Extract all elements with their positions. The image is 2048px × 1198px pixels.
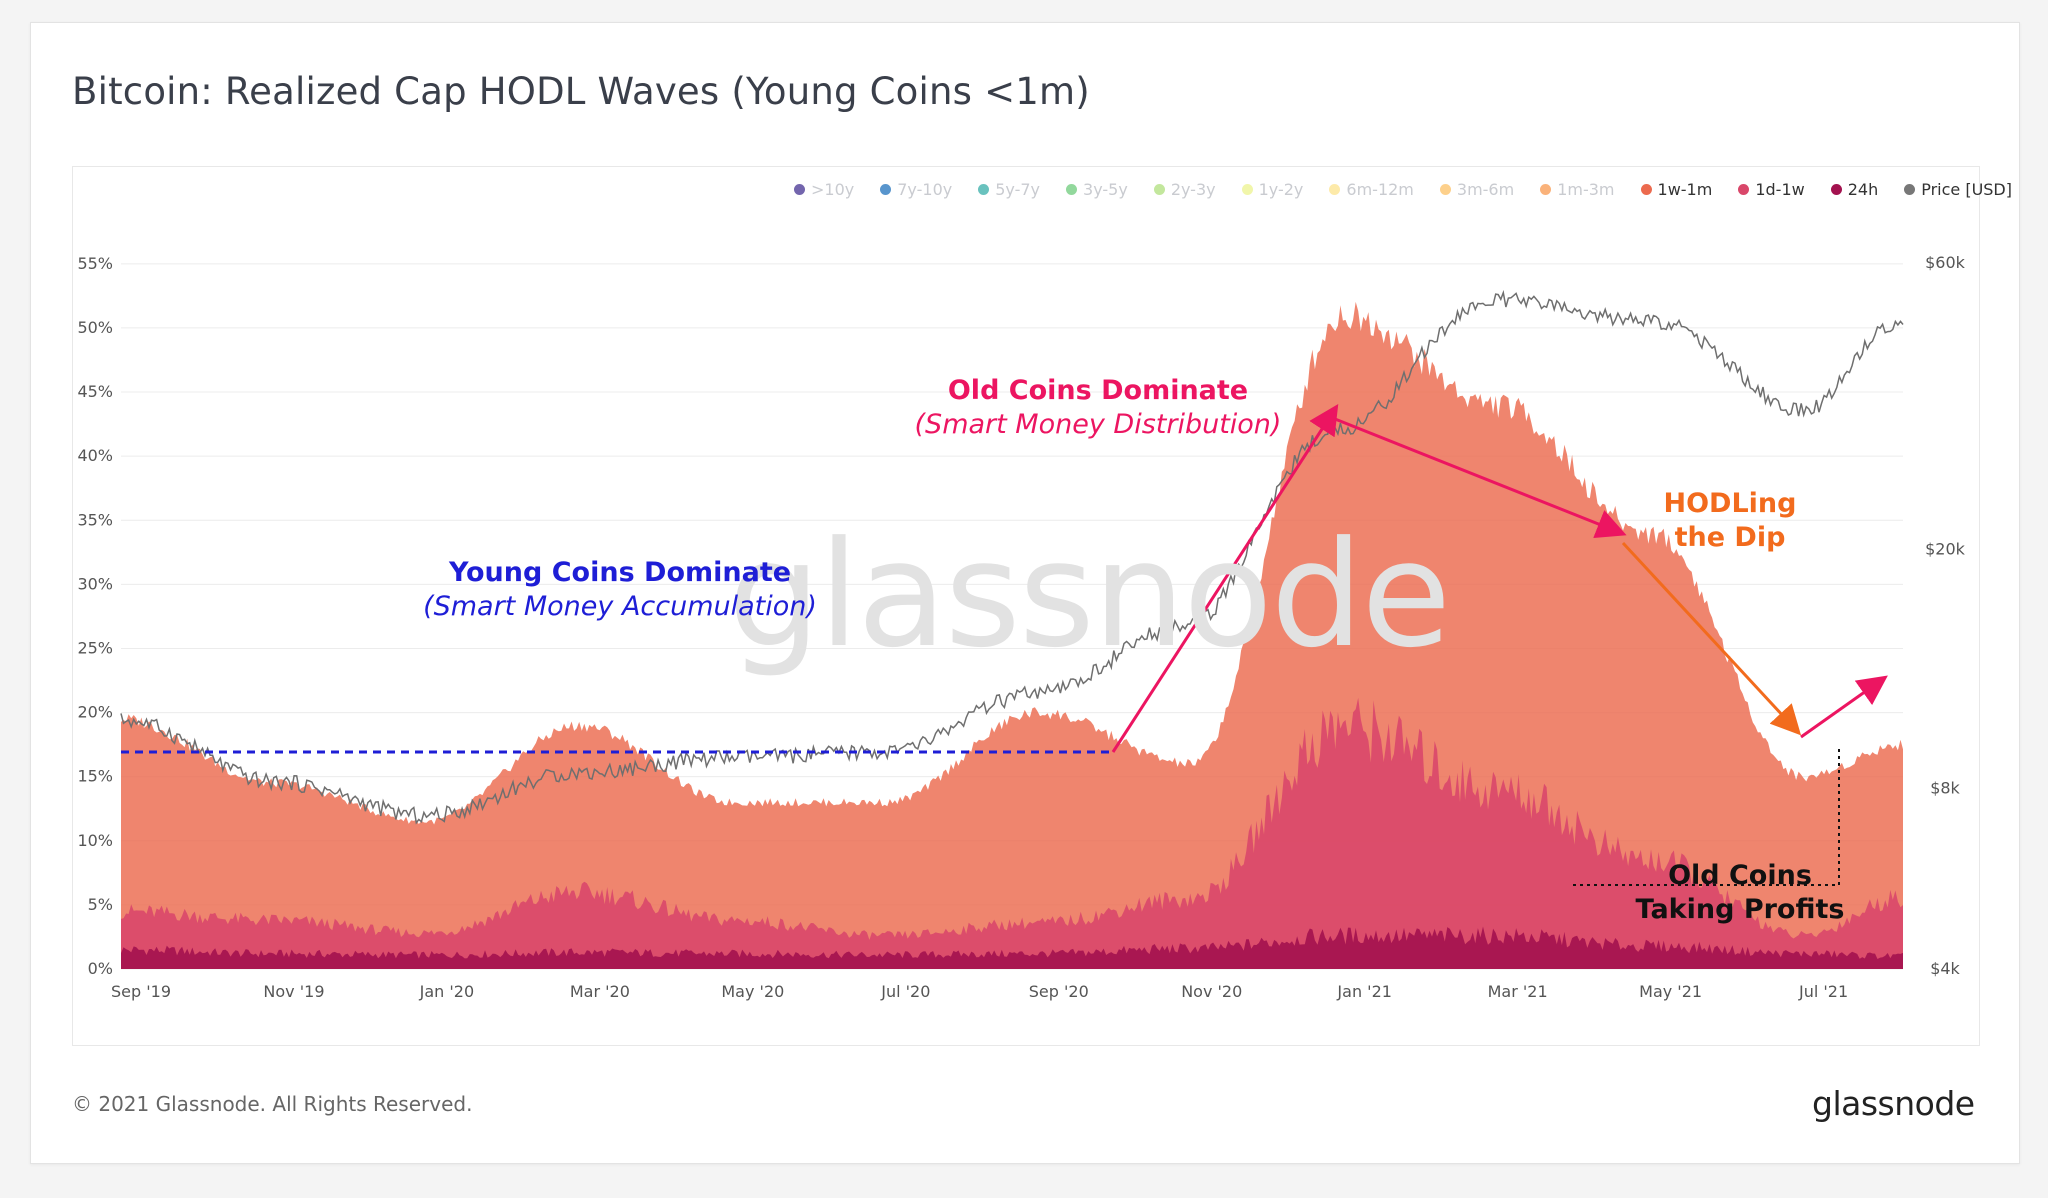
annotation-old-title: Old Coins Dominate bbox=[947, 375, 1249, 406]
legend-label: 6m-12m bbox=[1346, 180, 1414, 199]
page-title: Bitcoin: Realized Cap HODL Waves (Young … bbox=[72, 70, 1090, 113]
y-right-tick-label: $60k bbox=[1925, 253, 1966, 272]
y-right-tick-label: $4k bbox=[1930, 959, 1960, 978]
legend-item--10y[interactable]: >10y bbox=[794, 180, 854, 199]
price-line bbox=[120, 289, 1904, 825]
watermark: glassnode bbox=[728, 510, 1451, 680]
legend-item-1y-2y[interactable]: 1y-2y bbox=[1241, 180, 1304, 199]
y-tick-label: 30% bbox=[77, 574, 113, 593]
arrow-distribution bbox=[1334, 417, 1627, 539]
legend-item-7y-10y[interactable]: 7y-10y bbox=[880, 180, 952, 199]
x-tick-label: Jul '20 bbox=[880, 982, 930, 1001]
annotation-hodling: HODLing the Dip bbox=[1630, 487, 1830, 555]
arrow-up-to-peak bbox=[1111, 403, 1339, 753]
y-tick-label: 45% bbox=[77, 382, 113, 401]
legend-dot bbox=[880, 184, 892, 195]
x-tick-label: Mar '20 bbox=[570, 982, 630, 1001]
legend-label: 1m-3m bbox=[1557, 180, 1615, 199]
legend-label: 24h bbox=[1847, 180, 1879, 199]
plot-area: 0% 5% 10% 15% 20% 25% 30% 35% 40% 45% 50% 55% $4k $8k… bbox=[72, 166, 1980, 1046]
x-tick-label: Nov '20 bbox=[1181, 982, 1242, 1001]
y-tick-label: 25% bbox=[77, 638, 113, 657]
legend-dot bbox=[1830, 184, 1842, 195]
x-tick-label: Sep '19 bbox=[111, 982, 171, 1001]
legend-item-5y-7y[interactable]: 5y-7y bbox=[978, 180, 1040, 199]
x-tick-label: Mar '21 bbox=[1488, 982, 1548, 1001]
annotation-hodling-line2: the Dip bbox=[1674, 522, 1786, 553]
legend-item-1d-1w[interactable]: 1d-1w bbox=[1738, 180, 1805, 199]
legend-dot bbox=[1241, 184, 1253, 195]
annotation-young-coins: Young Coins Dominate (Smart Money Accumu… bbox=[420, 556, 820, 624]
x-tick-label: Jan '21 bbox=[1336, 982, 1392, 1001]
legend-dot bbox=[978, 184, 990, 195]
annotation-young-title: Young Coins Dominate bbox=[448, 557, 792, 588]
legend-dot bbox=[1540, 184, 1552, 195]
y-tick-label: 20% bbox=[77, 703, 113, 722]
legend-item-2y-3y[interactable]: 2y-3y bbox=[1153, 180, 1216, 199]
legend-dot bbox=[1329, 184, 1341, 195]
legend-dot bbox=[1066, 184, 1078, 195]
legend-item-3y-5y[interactable]: 3y-5y bbox=[1066, 180, 1128, 199]
annotation-old-coins: Old Coins Dominate (Smart Money Distribu… bbox=[898, 374, 1298, 442]
legend-dot bbox=[1439, 184, 1451, 195]
x-tick-label: May '21 bbox=[1639, 982, 1702, 1001]
y-right-tick-label: $20k bbox=[1925, 539, 1966, 558]
annotation-young-subtitle: (Smart Money Accumulation) bbox=[423, 591, 817, 622]
annotation-profits-line2: Taking Profits bbox=[1635, 894, 1845, 925]
glassnode-logo: glassnode bbox=[1812, 1084, 1975, 1123]
legend-label: 7y-10y bbox=[897, 180, 953, 199]
legend-dot bbox=[1153, 184, 1165, 195]
arrow-rebound bbox=[1800, 675, 1888, 739]
legend-label: 5y-7y bbox=[995, 180, 1041, 199]
annotation-profits: Old Coins Taking Profits bbox=[1630, 859, 1850, 927]
legend-label: 3m-6m bbox=[1456, 180, 1515, 199]
x-tick-label: Jul '21 bbox=[1798, 982, 1848, 1001]
y-tick-label: 15% bbox=[77, 767, 113, 786]
annotation-old-subtitle: (Smart Money Distribution) bbox=[914, 409, 1282, 440]
x-tick-label: May '20 bbox=[721, 982, 784, 1001]
annotation-profits-line1: Old Coins bbox=[1668, 860, 1812, 891]
y-tick-label: 50% bbox=[77, 318, 113, 337]
y-tick-label: 10% bbox=[77, 831, 113, 850]
legend-dot bbox=[1904, 184, 1916, 195]
arrow-hodling-dip bbox=[1621, 541, 1802, 736]
legend-dot bbox=[794, 184, 806, 195]
legend-label: >10y bbox=[811, 180, 855, 199]
area-series-1d-1w bbox=[121, 697, 1903, 969]
legend: >10y 7y-10y 5y-7y 3y-5y 2y-3y 1y-2y 6m-12m 3m-6… bbox=[794, 180, 2012, 199]
y-tick-label: 40% bbox=[77, 446, 113, 465]
legend-item-1m-3m[interactable]: 1m-3m bbox=[1540, 180, 1615, 199]
x-tick-label: Nov '19 bbox=[263, 982, 324, 1001]
legend-label: 1y-2y bbox=[1258, 180, 1304, 199]
legend-item-1w-1m[interactable]: 1w-1m bbox=[1640, 180, 1713, 199]
profit-bracket bbox=[1573, 745, 1840, 886]
y-right-tick-label: $8k bbox=[1930, 778, 1960, 797]
legend-item-price-usd-[interactable]: Price [USD] bbox=[1904, 180, 2012, 199]
legend-item-3m-6m[interactable]: 3m-6m bbox=[1439, 180, 1515, 199]
legend-label: 2y-3y bbox=[1170, 180, 1216, 199]
y-tick-label: 0% bbox=[88, 959, 113, 978]
legend-label: 1w-1m bbox=[1657, 180, 1713, 199]
legend-item-6m-12m[interactable]: 6m-12m bbox=[1329, 180, 1414, 199]
area-series-24h bbox=[121, 926, 1903, 969]
y-tick-label: 5% bbox=[88, 895, 113, 914]
legend-dot bbox=[1738, 184, 1750, 195]
y-tick-label: 55% bbox=[77, 254, 113, 273]
hodl-waves-chart: 0% 5% 10% 15% 20% 25% 30% 35% 40% 45% 50% 55% $4k $8k… bbox=[77, 253, 1966, 1001]
legend-label: 1d-1w bbox=[1755, 180, 1805, 199]
legend-dot bbox=[1640, 184, 1652, 195]
copyright-footer: © 2021 Glassnode. All Rights Reserved. bbox=[72, 1092, 473, 1116]
x-tick-label: Sep '20 bbox=[1029, 982, 1089, 1001]
annotation-hodling-line1: HODLing bbox=[1663, 488, 1797, 519]
x-tick-label: Jan '20 bbox=[419, 982, 475, 1001]
legend-label: 3y-5y bbox=[1083, 180, 1128, 199]
y-tick-label: 35% bbox=[77, 510, 113, 529]
legend-item-24h[interactable]: 24h bbox=[1830, 180, 1879, 199]
legend-label: Price [USD] bbox=[1921, 180, 2012, 199]
